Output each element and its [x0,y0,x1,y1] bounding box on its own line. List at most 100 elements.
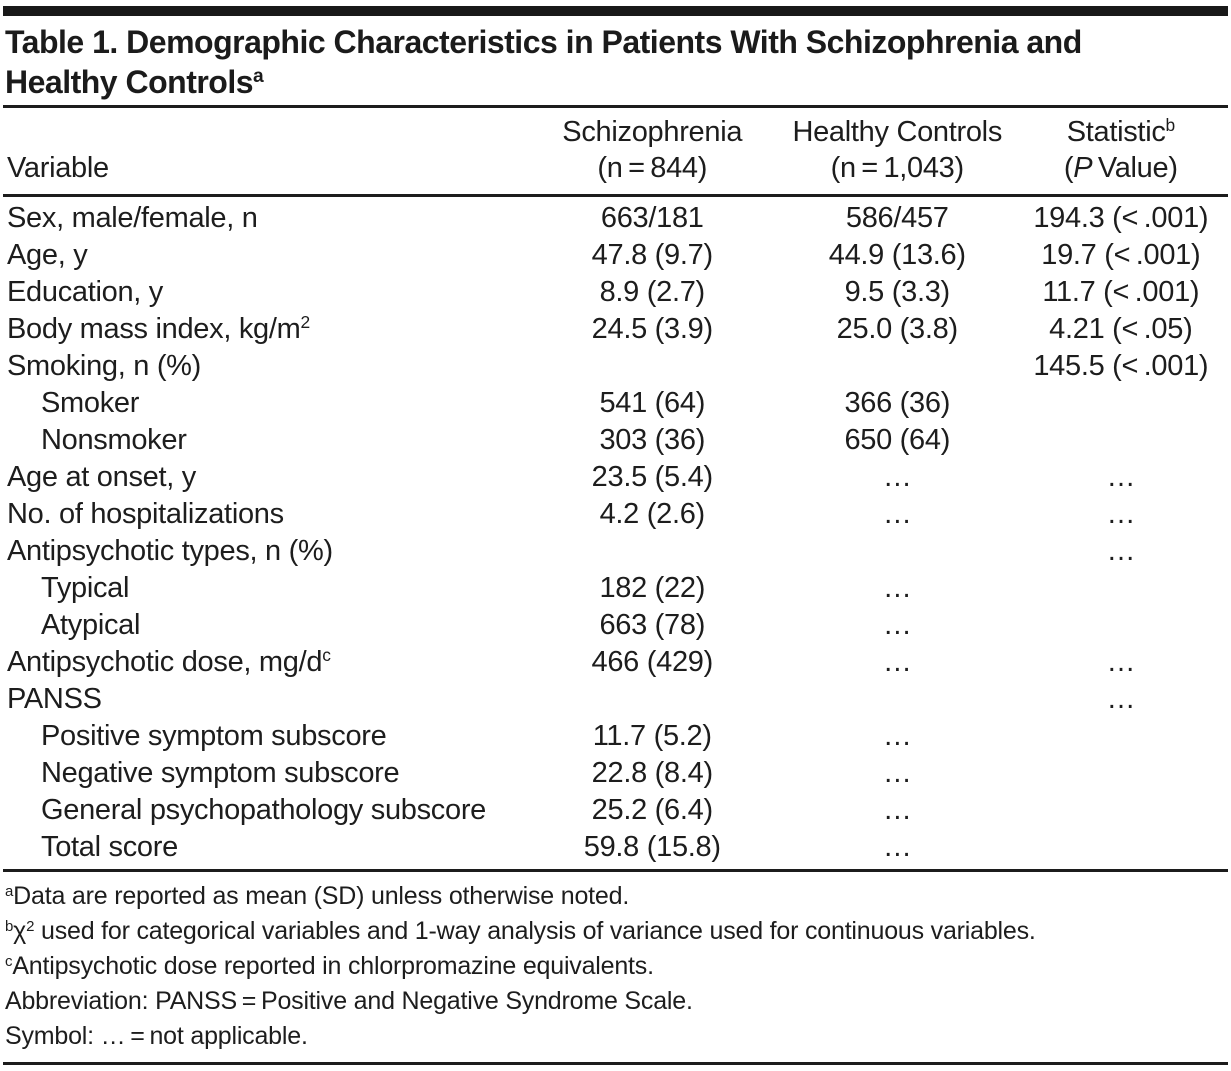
schizophrenia-value: 663/181 [600,202,704,234]
schizophrenia-value: 8.9 (2.7) [599,276,706,308]
healthy-controls-value: 9.5 (3.3) [844,276,951,308]
footnote-superscript: a [5,882,14,900]
schizophrenia-value [524,533,781,570]
statistic-value [1014,385,1228,422]
table-row: Age, y 47.8 (9.7) 44.9 (13.6) 19.7 (< .001) [3,237,1228,274]
row-label: Education, y [7,276,163,308]
row-label: Body mass index, kg/m2 [7,312,311,345]
healthy-controls-value: 366 (36) [844,387,951,419]
statistic-value: … [1106,461,1136,493]
healthy-controls-value: … [882,831,912,863]
schizophrenia-value: 541 (64) [599,387,706,419]
header-statistic-footnote-marker: b [1165,115,1176,136]
statistic-value: … [1106,683,1136,715]
row-label: Age at onset, y [7,461,196,493]
schizophrenia-value: 4.2 (2.6) [599,498,706,530]
table-row: Nonsmoker 303 (36) 650 (64) [3,422,1228,459]
schizophrenia-value: 182 (22) [599,572,706,604]
table-row: Smoking, n (%) 145.5 (< .001) [3,348,1228,385]
header-healthy-controls: Healthy Controls (n = 1,043) [781,108,1014,196]
healthy-controls-value: 586/457 [845,202,949,234]
row-label: Negative symptom subscore [41,757,400,789]
header-schizophrenia: Schizophrenia (n = 844) [524,108,781,196]
footnotes: aData are reported as mean (SD) unless o… [5,879,1228,1054]
header-healthy-controls-n: (n = 1,043) [830,152,965,184]
schizophrenia-value: 23.5 (5.4) [591,461,713,493]
header-statistic-label: Statisticb [1066,115,1176,148]
schizophrenia-value: 466 (429) [591,646,714,678]
statistic-value [1014,829,1228,871]
footnote-superscript: 2 [26,917,35,935]
top-divider-bar [3,6,1228,16]
table-title-footnote-marker: a [253,66,264,88]
table-row: PANSS … [3,681,1228,718]
row-label: Smoking, n (%) [7,350,202,382]
table-row: Education, y 8.9 (2.7) 9.5 (3.3) 11.7 (< .0… [3,274,1228,311]
healthy-controls-value: … [882,720,912,752]
row-label: Antipsychotic types, n (%) [7,535,333,567]
healthy-controls-value: … [882,794,912,826]
footnote-superscript: c [5,952,13,970]
table-figure: Table 1. Demographic Characteristics in … [3,6,1228,1071]
row-label: Total score [41,831,178,863]
row-label: Age, y [7,239,88,271]
statistic-value: … [1106,535,1136,567]
table-row: Antipsychotic types, n (%) … [3,533,1228,570]
row-label: Positive symptom subscore [41,720,387,752]
healthy-controls-value [781,681,1014,718]
healthy-controls-value [781,533,1014,570]
table-row: No. of hospitalizations 4.2 (2.6)…… [3,496,1228,533]
row-label: PANSS [7,683,102,715]
table-row: Total score 59.8 (15.8) … [3,829,1228,871]
schizophrenia-value [524,348,781,385]
healthy-controls-value: 44.9 (13.6) [828,239,966,271]
row-label: No. of hospitalizations [7,498,284,530]
healthy-controls-value: … [882,646,912,678]
footnote-text: Abbreviation: PANSS = Positive and Negat… [5,987,693,1015]
p-italic: P [1073,152,1093,184]
footnote: bχ2 used for categorical variables and 1… [5,914,1228,949]
statistic-value: 4.21 (< .05) [1049,313,1193,345]
statistic-value [1014,718,1228,755]
schizophrenia-value: 25.2 (6.4) [591,794,713,826]
schizophrenia-value: 59.8 (15.8) [583,831,721,863]
table-row: Typical 182 (22) … [3,570,1228,607]
table-row: Positive symptom subscore 11.7 (5.2) … [3,718,1228,755]
row-label: Atypical [41,609,141,641]
statistic-value: … [1106,498,1136,530]
statistic-value [1014,570,1228,607]
footnote: cAntipsychotic dose reported in chlorpro… [5,949,1228,984]
row-label: Sex, male/female, n [7,202,258,234]
row-label: Nonsmoker [41,424,187,456]
schizophrenia-value: 22.8 (8.4) [591,757,713,789]
statistic-value: 145.5 (< .001) [1033,350,1209,382]
footnote-superscript: b [5,917,14,935]
healthy-controls-value: … [882,461,912,493]
table-title-line2: Healthy Controls [5,64,254,100]
table-body: Sex, male/female, n 663/181 586/457 194.3 (… [3,196,1228,871]
row-label: Typical [41,572,130,604]
healthy-controls-value: 650 (64) [844,424,951,456]
schizophrenia-value: 663 (78) [599,609,706,641]
header-row: Variable Schizophrenia (n = 844) Healthy… [3,108,1228,196]
table-title: Table 1. Demographic Characteristics in … [5,22,1228,102]
footnote-text: Data are reported as mean (SD) unless ot… [13,882,630,910]
footnote-text: χ [13,917,27,945]
table-row: Negative symptom subscore 22.8 (8.4)… [3,755,1228,792]
schizophrenia-value: 303 (36) [599,424,706,456]
footnote-text: used for categorical variables and 1-way… [34,917,1036,945]
statistic-value: 19.7 (< .001) [1041,239,1201,271]
schizophrenia-value [524,681,781,718]
table-row: General psychopathology subscore 25.2 (6.… [3,792,1228,829]
row-label-superscript: 2 [300,312,311,333]
row-label: Smoker [41,387,140,419]
statistic-value [1014,607,1228,644]
table-row: Body mass index, kg/m2 24.5 (3.9) 25.0 (3.… [3,311,1228,348]
healthy-controls-value: … [882,572,912,604]
table-row: Atypical 663 (78)… [3,607,1228,644]
schizophrenia-value: 11.7 (5.2) [592,720,712,752]
statistic-value: 11.7 (< .001) [1042,276,1200,308]
row-label: General psychopathology subscore [41,794,487,826]
statistic-value: … [1106,646,1136,678]
footnote: aData are reported as mean (SD) unless o… [5,879,1228,914]
